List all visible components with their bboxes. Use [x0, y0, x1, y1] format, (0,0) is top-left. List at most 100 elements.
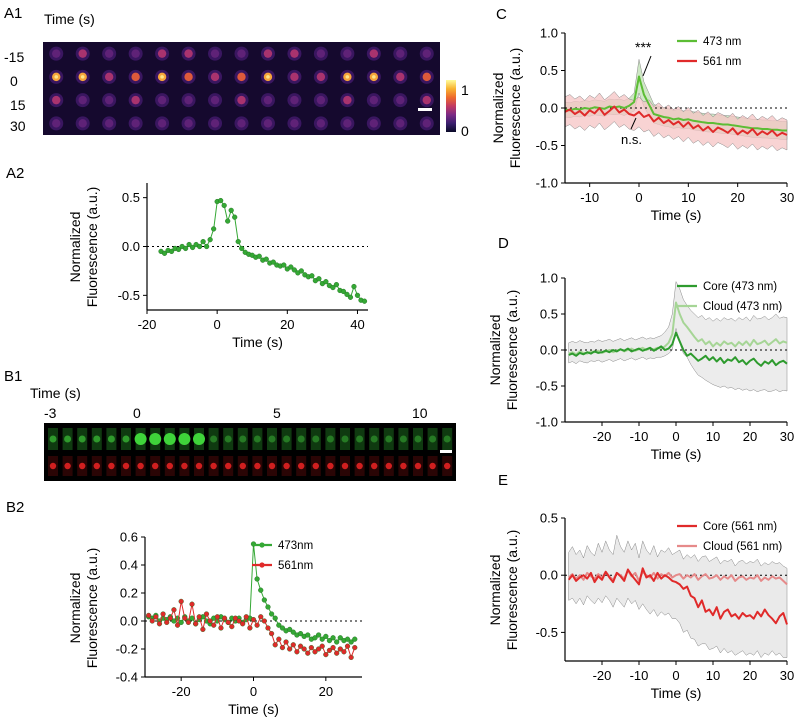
a1-scale-bar: [418, 108, 432, 111]
a2-point: [288, 264, 294, 270]
b2-ylabel-line1: Normalized: [67, 573, 83, 644]
b1-red-spot: [356, 462, 363, 470]
b2-point: [178, 598, 184, 605]
b2-point: [193, 621, 199, 627]
a2-point: [211, 226, 217, 232]
b2-point: [232, 615, 239, 621]
a1-spot: [422, 72, 431, 82]
a1-spot: [343, 95, 352, 105]
a2-ylabel-line2: Fluorescence (a.u.): [84, 187, 100, 308]
a1-spot: [237, 119, 246, 128]
b2-point: [254, 622, 260, 628]
b1-green-spot: [78, 435, 86, 443]
a2-point: [354, 292, 361, 298]
a1-spot-core: [266, 75, 270, 79]
a2-point: [225, 218, 231, 224]
b2-point: [236, 618, 242, 624]
b1-green-spot: [134, 433, 147, 445]
a1-spot: [369, 95, 379, 105]
b1-red-spot: [268, 462, 276, 470]
a2-point: [207, 237, 213, 243]
d-legend-label: Cloud (473 nm): [703, 301, 782, 313]
a2-point: [182, 245, 189, 252]
a2-point: [200, 239, 206, 245]
b2-point: [297, 630, 304, 637]
e-ytick-label: -0.5: [536, 625, 558, 640]
b1-green-spot: [356, 435, 364, 443]
a2-point: [256, 253, 262, 259]
b2-point: [287, 626, 293, 633]
a2-xtick-label: 0: [214, 317, 221, 332]
b1-red-spot: [444, 462, 451, 470]
b1-red-spot: [64, 462, 71, 470]
c-series-line-0: [564, 75, 787, 132]
b2-point: [268, 611, 275, 617]
b1-green-spot: [385, 435, 393, 443]
b2-point: [225, 619, 231, 626]
b1-red-spot: [298, 462, 305, 470]
b1-green-spot: [253, 435, 261, 443]
a1-spot: [369, 119, 379, 128]
b2-point: [334, 650, 340, 656]
a1-spot: [422, 95, 431, 105]
b2-point: [337, 646, 343, 652]
b1-time-label: Time (s): [30, 385, 81, 401]
b2-point: [254, 576, 260, 582]
b2-point: [247, 625, 253, 631]
a1-spot: [210, 95, 220, 105]
b2-ytick-label: -0.4: [116, 670, 138, 685]
a1-spot: [343, 119, 352, 128]
b2-point: [290, 629, 296, 635]
b2-point: [258, 614, 264, 620]
b2-xlabel: Time (s): [228, 701, 279, 717]
b1-red-spot: [385, 462, 392, 470]
d-xtick-label: 20: [743, 429, 757, 444]
b2-point: [146, 612, 152, 619]
a2-point: [232, 214, 238, 220]
c-xtick-label: 10: [681, 190, 695, 205]
b2-point: [287, 646, 293, 652]
a1-spot: [396, 72, 405, 82]
c-ylabel-line2: Fluorescence (a.u.): [507, 48, 523, 169]
b1-green-spot: [163, 433, 176, 445]
b2-point: [185, 619, 192, 626]
d-legend-label: Core (473 nm): [703, 281, 777, 293]
e-xtick-label: 0: [672, 668, 679, 683]
a1-spot: [210, 119, 220, 128]
a2-point: [316, 276, 322, 282]
b2-point: [243, 614, 249, 620]
b2-point: [323, 651, 329, 658]
a1-spot: [78, 49, 87, 58]
b2-point: [352, 636, 358, 642]
b2-point: [167, 615, 173, 621]
b1-red-spot: [181, 462, 188, 470]
b2-point: [326, 647, 333, 654]
a2-point: [218, 197, 224, 204]
a2-point: [175, 246, 182, 253]
b2-point: [171, 607, 177, 613]
c-star-annotation: ***: [635, 39, 652, 55]
d-ytick-label: -1.0: [536, 415, 558, 430]
a1-spot: [78, 95, 87, 105]
b1-green-spot: [210, 435, 218, 443]
c-band-1: [564, 91, 788, 152]
b2-point: [316, 632, 322, 638]
b2-ytick-label: -0.2: [116, 642, 138, 657]
a2-point: [228, 207, 234, 213]
b2-point: [312, 649, 318, 655]
e-xtick-label: 30: [780, 668, 794, 683]
c-series-line-1: [564, 105, 788, 137]
b2-point: [348, 654, 354, 661]
a2-point: [197, 243, 203, 250]
b1-strip-background: [44, 423, 456, 481]
a2-point: [168, 248, 175, 254]
b1-green-spot: [93, 435, 101, 443]
b2-point: [214, 614, 220, 620]
b2-point: [203, 611, 210, 617]
b2-point: [344, 636, 351, 642]
a2-point: [309, 273, 315, 279]
d-ylabel-line2: Fluorescence (a.u.): [504, 290, 520, 411]
e-ytick-label: 0.5: [540, 511, 558, 526]
b1-green-spot: [414, 435, 422, 443]
a1-spot: [131, 95, 140, 105]
